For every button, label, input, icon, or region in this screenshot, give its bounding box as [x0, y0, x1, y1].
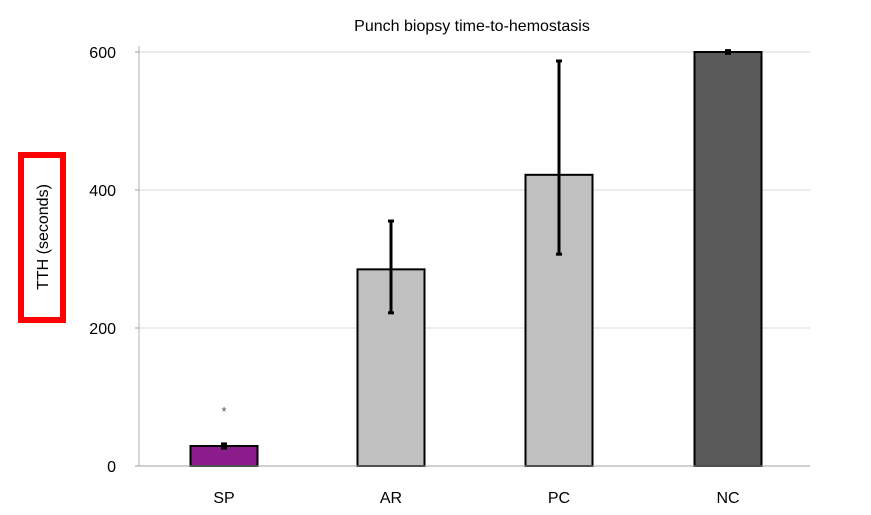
x-tick-label-pc: PC: [548, 490, 570, 507]
significance-marker-sp: *: [221, 404, 226, 419]
x-tick-label-sp: SP: [213, 490, 234, 507]
bar-nc: [693, 51, 763, 467]
y-tick-labels: 0 200 400 600: [89, 45, 139, 476]
y-tick-label-400: 400: [89, 183, 116, 200]
y-tick-label-0: 0: [107, 459, 116, 476]
x-tick-label-ar: AR: [380, 490, 402, 507]
chart-title: Punch biopsy time-to-hemostasis: [354, 18, 590, 35]
y-tick-label-600: 600: [89, 45, 116, 62]
y-axis-label-highlight-box: [18, 152, 66, 323]
error-bars: [221, 49, 731, 450]
x-tick-label-nc: NC: [716, 490, 739, 507]
y-axis-label: TTH (seconds): [35, 184, 52, 290]
annotations: *: [221, 404, 226, 419]
y-tick-label-200: 200: [89, 321, 116, 338]
bars: [189, 51, 763, 467]
x-tick-labels: SP AR PC NC: [213, 490, 739, 507]
